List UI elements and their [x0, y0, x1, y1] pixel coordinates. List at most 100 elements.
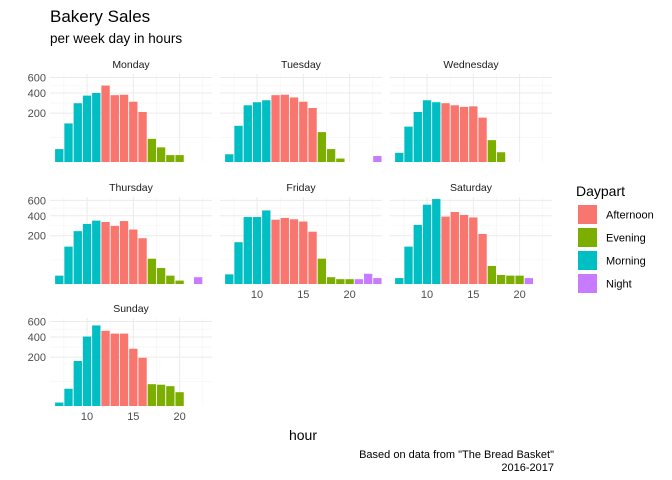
bar: Tuesday 16:00 — 245 (Afternoon): [308, 107, 317, 162]
bar: Friday 19:00 — 2 (Evening): [336, 279, 345, 284]
bar: Sunday 15:00 — 275 (Afternoon): [129, 348, 138, 406]
bar: Thursday 10:00 — 310 (Morning): [82, 223, 92, 284]
bar: Sunday 18:00 — 38 (Evening): [156, 384, 166, 406]
bar: Saturday 7:00 — 3 (Morning): [395, 278, 404, 284]
bar: Sunday 7:00 — 1 (Morning): [55, 402, 64, 406]
facet-label: Wednesday: [443, 59, 499, 71]
bar: Thursday 22:00 — 4 (Night): [193, 277, 203, 284]
facet-panel: Monday Monday 7:00 — 14 (Morning)Monday 8…: [28, 59, 212, 162]
bar: Thursday 13:00 — 290 (Afternoon): [110, 225, 119, 284]
x-tick-label: 20: [513, 289, 525, 301]
bar: Tuesday 7:00 — 5 (Morning): [225, 154, 234, 162]
bar: Friday 9:00 — 385 (Morning): [243, 217, 252, 284]
bar: Monday 13:00 — 375 (Afternoon): [110, 95, 119, 162]
x-tick-label: 15: [467, 289, 479, 301]
bar: Saturday 20:00 — 6 (Evening): [515, 275, 524, 284]
bar: Thursday 12:00 — 330 (Afternoon): [101, 222, 110, 284]
bar: Thursday 17:00 — 55 (Evening): [147, 258, 156, 284]
bar: Monday 16:00 — 210 (Afternoon): [138, 111, 147, 162]
bar: Saturday 21:00 — 3 (Night): [524, 278, 534, 284]
y-tick-label: 400: [28, 332, 46, 344]
bar: Sunday 9:00 — 170 (Morning): [73, 361, 82, 406]
y-tick-label: 200: [28, 231, 46, 243]
facet-label: Thursday: [109, 182, 154, 194]
chart-subtitle: per week day in hours: [50, 31, 182, 46]
bar: Wednesday 13:00 — 270 (Afternoon): [450, 105, 459, 162]
facet-panel: ThursdayThursday 7:00 — 6 (Morning)Thurs…: [28, 182, 212, 284]
bar: Saturday 8:00 — 120 (Morning): [404, 246, 413, 284]
bar: Sunday 12:00 — 475 (Afternoon): [101, 330, 110, 406]
x-tick-label: 20: [173, 411, 185, 423]
bar: Tuesday 8:00 — 110 (Morning): [234, 125, 243, 162]
x-axis-label: hour: [289, 427, 317, 443]
facet-panel: Friday Friday 7:00 — 8 (Morning)Friday 8:…: [220, 182, 382, 301]
caption-line-1: Based on data from "The Bread Basket": [359, 449, 554, 461]
bar: Wednesday 11:00 — 300 (Morning): [432, 102, 441, 162]
bar: Wednesday 16:00 — 165 (Afternoon): [478, 117, 487, 162]
facet-label: Saturday: [450, 182, 493, 194]
bar: Monday 20:00 — 4 (Evening): [175, 155, 184, 162]
bar: Monday 15:00 — 305 (Afternoon): [129, 101, 138, 162]
bar: Friday 8:00 — 150 (Morning): [234, 242, 243, 284]
bar: Wednesday 8:00 — 105 (Morning): [404, 126, 413, 162]
bar: Sunday 16:00 — 195 (Afternoon): [138, 357, 147, 406]
bar: Saturday 19:00 — 6 (Evening): [506, 275, 515, 284]
bar: Monday 10:00 — 370 (Morning): [82, 95, 92, 162]
bar: Monday 19:00 — 4 (Evening): [166, 155, 175, 162]
bar: Wednesday 10:00 — 320 (Morning): [422, 100, 432, 162]
bar: Wednesday 14:00 — 255 (Afternoon): [459, 106, 469, 162]
bar: Friday 13:00 — 375 (Afternoon): [280, 217, 289, 284]
x-tick-label: 10: [251, 289, 263, 301]
x-tick-label: 10: [421, 289, 433, 301]
bar: Monday 9:00 — 290 (Morning): [73, 103, 82, 162]
bar: Monday 12:00 — 490 (Afternoon): [101, 85, 110, 162]
bar: Saturday 16:00 — 215 (Afternoon): [478, 233, 487, 284]
bar: Thursday 9:00 — 240 (Morning): [73, 231, 82, 284]
bar: Saturday 17:00 — 28 (Evening): [487, 265, 496, 284]
bar: Monday 14:00 — 380 (Afternoon): [119, 94, 129, 162]
bar: Friday 23:00 — 3 (Night): [373, 278, 382, 284]
facet-panel: SaturdaySaturday 7:00 — 3 (Morning)Satur…: [390, 182, 552, 301]
y-tick-label: 200: [28, 108, 46, 120]
legend: Daypart Afternoon Evening Morning Night: [576, 183, 654, 293]
bar: Saturday 18:00 — 7 (Evening): [496, 274, 506, 284]
bar: Thursday 19:00 — 6 (Evening): [166, 275, 175, 284]
bar: Friday 16:00 — 235 (Afternoon): [308, 231, 317, 284]
bar: Sunday 13:00 — 440 (Afternoon): [110, 333, 119, 406]
bar: Friday 12:00 — 355 (Afternoon): [271, 219, 280, 284]
y-tick-label: 600: [28, 195, 46, 207]
bar: Saturday 13:00 — 445 (Afternoon): [450, 212, 459, 284]
y-tick-label: 400: [28, 211, 46, 223]
facet-panel: TuesdayTuesday 7:00 — 5 (Morning)Tuesday…: [220, 59, 382, 162]
bar: Tuesday 11:00 — 320 (Morning): [262, 100, 271, 162]
bar: Friday 18:00 — 4 (Evening): [326, 277, 336, 284]
facet-panel: Sunday Sunday 7:00 — 1 (Morning)Sunday 8:…: [28, 303, 212, 423]
bar: Saturday 11:00 — 620 (Morning): [432, 199, 441, 284]
bar: Tuesday 14:00 — 350 (Afternoon): [289, 97, 299, 162]
bar: Wednesday 18:00 — 8 (Evening): [496, 152, 506, 162]
legend-label: Morning: [606, 256, 646, 268]
bar: Saturday 10:00 — 540 (Morning): [422, 204, 432, 284]
facet-label: Sunday: [113, 303, 149, 315]
x-tick-label: 15: [127, 411, 139, 423]
bar: Friday 22:00 — 9 (Night): [363, 273, 373, 284]
bar: Tuesday 19:00 — 1 (Evening): [336, 158, 345, 162]
x-tick-label: 10: [81, 411, 93, 423]
legend-swatch: [578, 205, 597, 224]
bar: Sunday 19:00 — 33 (Evening): [166, 386, 175, 406]
facet-panel: WednesdayWednesday 7:00 — 7 (Morning)Wed…: [390, 59, 552, 162]
legend-swatch: [578, 251, 597, 270]
legend-title: Daypart: [576, 183, 625, 199]
bar: Thursday 18:00 — 22 (Evening): [156, 267, 166, 284]
bar: Friday 14:00 — 360 (Afternoon): [289, 219, 299, 284]
bar: Saturday 15:00 — 380 (Afternoon): [469, 217, 478, 284]
facet-panels: Monday Monday 7:00 — 14 (Morning)Monday 8…: [28, 59, 552, 423]
bar: Wednesday 9:00 — 210 (Morning): [413, 111, 422, 162]
bar: Saturday 9:00 — 300 (Morning): [413, 224, 422, 284]
bar: Monday 18:00 — 18 (Evening): [156, 147, 166, 162]
bar: Thursday 14:00 — 340 (Afternoon): [119, 221, 129, 284]
bar: Sunday 11:00 — 545 (Morning): [92, 325, 101, 406]
bar: Wednesday 15:00 — 260 (Afternoon): [469, 106, 478, 162]
facet-label: Friday: [286, 182, 316, 194]
